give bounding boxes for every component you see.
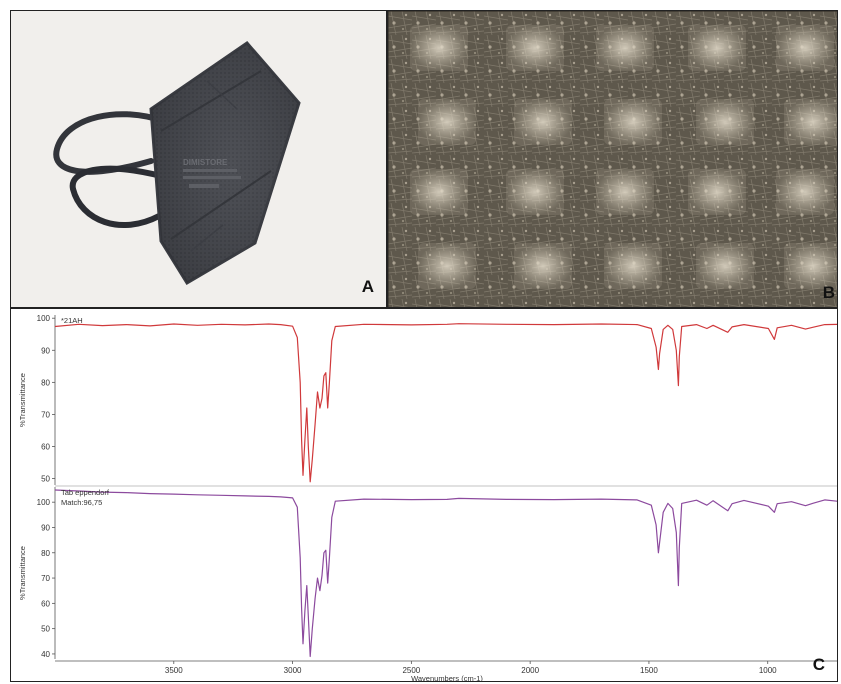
x-tick-label: 2000 <box>521 666 539 675</box>
series-annotation: *21AH <box>61 316 83 325</box>
y-tick-label: 80 <box>41 378 50 387</box>
x-tick-label: 3500 <box>165 666 183 675</box>
y-tick-label: 70 <box>41 410 50 419</box>
embossed-square <box>514 243 572 289</box>
embossed-squares <box>410 25 837 289</box>
y-tick-label: 50 <box>41 625 50 634</box>
embossed-square <box>506 25 564 71</box>
embossed-square <box>410 169 468 215</box>
ear-loop-upper <box>53 111 166 175</box>
y-tick-label: 70 <box>41 574 50 583</box>
embossed-square <box>784 99 837 145</box>
series-annotation: Match:96,75 <box>61 498 102 507</box>
embossed-square <box>696 99 754 145</box>
x-tick-label: 2500 <box>402 666 420 675</box>
x-tick-label: 1000 <box>759 666 777 675</box>
panel-label-a: A <box>361 277 374 296</box>
y-tick-label: 40 <box>41 650 50 659</box>
x-tick-label: 3000 <box>284 666 302 675</box>
embossed-square <box>418 243 476 289</box>
embossed-square <box>418 99 476 145</box>
y-tick-label: 100 <box>37 314 51 323</box>
ear-loop-lower <box>69 165 164 228</box>
embossed-square <box>410 25 468 71</box>
panel-a-mask-photo: DIMISTORE A <box>10 10 387 308</box>
embossed-square <box>688 169 746 215</box>
mask-photo: DIMISTORE <box>53 41 301 286</box>
series-annotation: Tab eppendorf <box>61 488 110 497</box>
ftir-spectra-chart: 100 90 80 70 60 50 %Transmittance *21AH 100 90 80 7… <box>18 314 837 682</box>
panel-c-ftir-chart: 100 90 80 70 60 50 %Transmittance *21AH 100 90 80 7… <box>10 308 838 682</box>
mask-imprint-brand: DIMISTORE <box>183 158 228 167</box>
embossed-square <box>514 99 572 145</box>
embossed-square <box>604 99 662 145</box>
y-tick-label: 50 <box>41 475 50 484</box>
embossed-square <box>596 25 654 71</box>
y-tick-label: 100 <box>37 498 51 507</box>
y-tick-label: 90 <box>41 346 50 355</box>
series-line-1 <box>54 323 837 483</box>
y-tick-label: 60 <box>41 599 50 608</box>
x-axis-label: Wavenumbers (cm-1) <box>411 674 483 682</box>
panel-b-microscopy: B <box>387 10 838 308</box>
panel-label-c: C <box>812 655 825 674</box>
embossed-square <box>784 243 837 289</box>
embossed-square <box>604 243 662 289</box>
embossed-square <box>776 169 834 215</box>
embossed-square <box>506 169 564 215</box>
y-tick-label: 90 <box>41 523 50 532</box>
microscopy-image <box>388 11 837 307</box>
embossed-square <box>688 25 746 71</box>
x-tick-label: 1500 <box>640 666 658 675</box>
y-tick-label: 60 <box>41 443 50 452</box>
y-axis-label: %Transmittance <box>18 546 27 600</box>
panel-label-b: B <box>822 283 835 302</box>
y-tick-label: 80 <box>41 549 50 558</box>
series-line-2 <box>54 489 837 658</box>
y-axis-label: %Transmittance <box>18 373 27 427</box>
embossed-square <box>696 243 754 289</box>
embossed-square <box>596 169 654 215</box>
embossed-square <box>776 25 834 71</box>
